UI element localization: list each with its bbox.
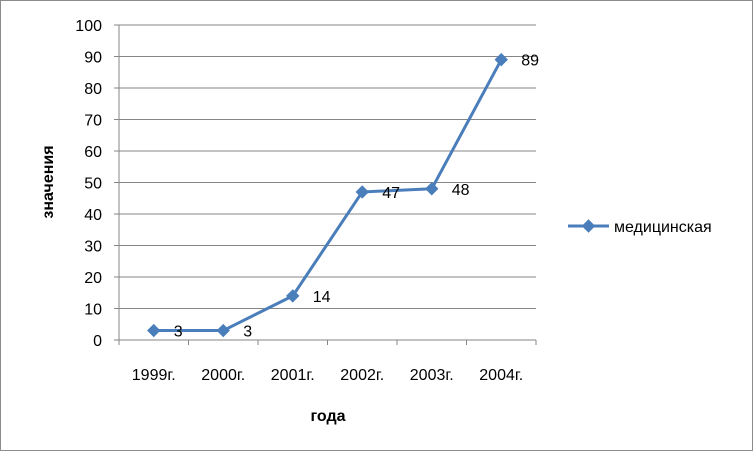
data-label-2: 14 <box>313 289 331 306</box>
x-tick-label-2: 2001г. <box>271 367 315 384</box>
data-point-0 <box>147 323 161 338</box>
legend: медицинская <box>568 219 712 236</box>
data-point-3 <box>355 185 369 199</box>
data-label-3: 47 <box>382 185 400 202</box>
data-point-5 <box>494 52 508 67</box>
y-tick-label-10: 10 <box>84 302 102 319</box>
data-point-4 <box>425 182 439 196</box>
series-line-0 <box>152 58 503 333</box>
y-tick-label-70: 70 <box>84 113 102 130</box>
y-tick-label-40: 40 <box>84 207 102 224</box>
y-tick-label-90: 90 <box>84 50 102 67</box>
data-label-4: 48 <box>452 182 470 199</box>
x-tick-label-5: 2004г. <box>479 367 523 384</box>
y-tick-labels: 0 10 20 30 40 50 60 70 80 90 100 <box>75 18 102 350</box>
data-label-5: 89 <box>521 53 539 70</box>
y-tick-label-30: 30 <box>84 239 102 256</box>
y-axis-title: значения <box>40 145 57 218</box>
x-tick-label-0: 1999г. <box>132 367 176 384</box>
y-tick-label-60: 60 <box>84 144 102 161</box>
legend-label: медицинская <box>614 219 712 236</box>
data-labels: 3 3 14 47 48 89 <box>174 53 539 341</box>
x-tick-labels: 1999г. 2000г. 2001г. 2002г. 2003г. 2004г. <box>132 367 523 384</box>
y-tick-label-50: 50 <box>84 176 102 193</box>
x-tick-label-3: 2002г. <box>340 367 384 384</box>
data-label-1: 3 <box>243 324 252 341</box>
y-tick-label-20: 20 <box>84 270 102 287</box>
x-tick-label-4: 2003г. <box>410 367 454 384</box>
axes <box>114 24 537 345</box>
x-axis-title: года <box>310 408 345 425</box>
legend-marker <box>581 219 596 233</box>
series <box>147 52 508 338</box>
gridlines <box>119 24 536 309</box>
y-tick-label-100: 100 <box>75 18 102 35</box>
data-label-0: 3 <box>174 324 183 341</box>
data-point-1 <box>216 323 230 338</box>
x-tick-label-1: 2000г. <box>201 367 245 384</box>
data-point-2 <box>286 289 300 303</box>
y-tick-label-80: 80 <box>84 81 102 98</box>
y-tick-label-0: 0 <box>93 333 102 350</box>
